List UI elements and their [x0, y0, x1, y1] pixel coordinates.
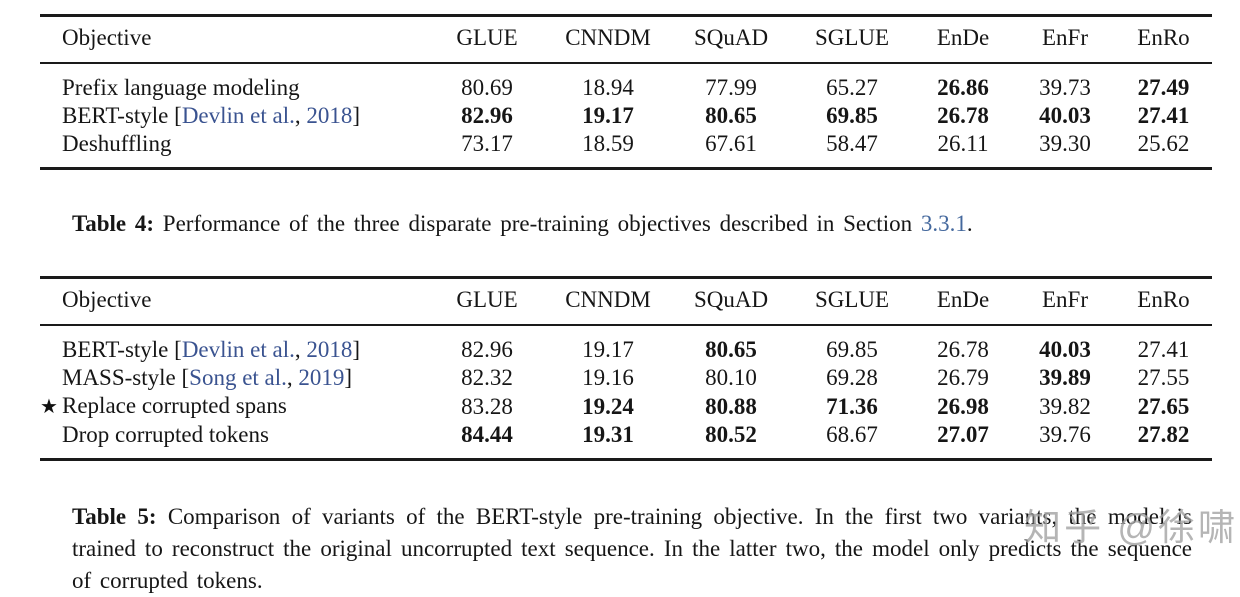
- metric-cell: 80.88: [705, 393, 757, 419]
- metric-cell: 27.82: [1137, 422, 1190, 447]
- metric-cell: 80.69: [461, 75, 513, 100]
- metric-cell: 83.28: [461, 393, 513, 419]
- column-header-enfr: EnFr: [1015, 277, 1115, 326]
- column-header-cnndm: CNNDM: [547, 277, 669, 326]
- column-header-objective: Objective: [40, 15, 427, 64]
- metric-cell: 39.30: [1039, 131, 1091, 156]
- metric-cell: 19.16: [582, 365, 634, 390]
- column-header-cnndm: CNNDM: [547, 15, 669, 64]
- column-header-objective: Objective: [40, 277, 427, 326]
- column-header-ende: EnDe: [911, 15, 1015, 64]
- metric-cell: 19.24: [582, 393, 634, 419]
- metric-cell: 39.76: [1039, 422, 1091, 447]
- metric-cell: 19.31: [582, 422, 634, 447]
- section-link[interactable]: 3.3.1: [920, 211, 967, 236]
- metric-cell: 67.61: [705, 131, 757, 156]
- metric-cell: 40.03: [1039, 103, 1091, 128]
- table-4-header-row: Objective GLUE CNNDM SQuAD SGLUE EnDe EnFr EnRo: [40, 15, 1212, 64]
- objective-cell: Drop corrupted tokens: [62, 422, 269, 447]
- objective-cell: Prefix language modeling: [62, 75, 300, 100]
- citation-author-link[interactable]: Song et al.: [189, 365, 287, 390]
- metric-cell: 40.03: [1039, 337, 1091, 362]
- table-5-header-row: Objective GLUE CNNDM SQuAD SGLUE EnDe EnFr EnRo: [40, 277, 1212, 326]
- citation-year-link[interactable]: 2018: [306, 103, 353, 128]
- table-4-caption-label: Table 4:: [72, 211, 155, 236]
- metric-cell: 27.41: [1137, 103, 1190, 128]
- metric-cell: 68.67: [826, 422, 878, 447]
- objective-cell: ★ Replace corrupted spans: [40, 392, 427, 421]
- column-header-squad: SQuAD: [669, 277, 793, 326]
- table-row: BERT-style [Devlin et al., 2018] 82.96 19.…: [40, 325, 1212, 364]
- metric-cell: 84.44: [461, 422, 513, 447]
- metric-cell: 80.65: [705, 103, 757, 128]
- metric-cell: 26.79: [937, 365, 989, 390]
- metric-cell: 19.17: [582, 103, 634, 128]
- table-row: ★ Replace corrupted spans 83.28 19.24 80.88 7…: [40, 392, 1212, 421]
- metric-cell: 39.82: [1039, 393, 1091, 419]
- metric-cell: 39.89: [1039, 365, 1091, 390]
- metric-cell: 26.11: [937, 131, 989, 156]
- metric-cell: 19.17: [582, 337, 634, 362]
- star-icon: ★: [40, 396, 58, 418]
- citation-author-link[interactable]: Devlin et al.: [181, 337, 295, 362]
- table-4-caption-period: .: [966, 211, 973, 236]
- metric-cell: 25.62: [1137, 131, 1190, 156]
- zhihu-watermark: 知乎 @徐啸: [1024, 507, 1238, 548]
- metric-cell: 18.59: [582, 131, 634, 156]
- metric-cell: 27.41: [1137, 337, 1190, 362]
- metric-cell: 58.47: [826, 131, 878, 156]
- metric-cell: 27.07: [937, 422, 989, 447]
- metric-cell: 77.99: [705, 75, 757, 100]
- column-header-glue: GLUE: [427, 15, 547, 64]
- metric-cell: 27.55: [1137, 365, 1190, 390]
- metric-cell: 39.73: [1039, 75, 1091, 100]
- metric-cell: 26.98: [937, 393, 989, 419]
- citation-author-link[interactable]: Devlin et al.: [181, 103, 295, 128]
- metric-cell: 65.27: [826, 75, 878, 100]
- metric-cell: 69.85: [826, 337, 878, 362]
- column-header-sglue: SGLUE: [793, 277, 911, 326]
- metric-cell: 69.85: [826, 103, 878, 128]
- metric-cell: 26.78: [937, 103, 989, 128]
- column-header-glue: GLUE: [427, 277, 547, 326]
- table-5: Objective GLUE CNNDM SQuAD SGLUE EnDe EnFr EnRo…: [40, 276, 1212, 461]
- column-header-enro: EnRo: [1115, 15, 1212, 64]
- metric-cell: 26.78: [937, 337, 989, 362]
- metric-cell: 26.86: [937, 75, 989, 100]
- metric-cell: 82.96: [461, 103, 513, 128]
- column-header-enfr: EnFr: [1015, 15, 1115, 64]
- column-header-sglue: SGLUE: [793, 15, 911, 64]
- table-4-caption-text: Performance of the three disparate pre-t…: [154, 211, 921, 236]
- page-content: Objective GLUE CNNDM SQuAD SGLUE EnDe EnFr EnRo…: [40, 14, 1212, 597]
- metric-cell: 80.10: [705, 365, 757, 390]
- citation-year-link[interactable]: 2019: [298, 365, 345, 390]
- citation-year-link[interactable]: 2018: [306, 337, 353, 362]
- metric-cell: 71.36: [826, 393, 878, 419]
- table-4-caption: Table 4: Performance of the three dispar…: [72, 208, 1192, 240]
- metric-cell: 27.49: [1137, 75, 1190, 100]
- metric-cell: 73.17: [461, 131, 513, 156]
- metric-cell: 80.65: [705, 337, 757, 362]
- metric-cell: 27.65: [1137, 393, 1190, 419]
- table-5-caption-label: Table 5:: [72, 504, 157, 529]
- metric-cell: 69.28: [826, 365, 878, 390]
- objective-cell: Deshuffling: [62, 131, 172, 156]
- objective-cell: BERT-style [Devlin et al., 2018]: [62, 103, 361, 128]
- column-header-enro: EnRo: [1115, 277, 1212, 326]
- table-4: Objective GLUE CNNDM SQuAD SGLUE EnDe EnFr EnRo…: [40, 14, 1212, 170]
- objective-cell: MASS-style [Song et al., 2019]: [62, 365, 353, 390]
- metric-cell: 82.32: [461, 365, 513, 390]
- table-row: MASS-style [Song et al., 2019] 82.32 19.16…: [40, 364, 1212, 392]
- table-row: Drop corrupted tokens 84.44 19.31 80.52 68.6…: [40, 421, 1212, 460]
- table-row: Deshuffling 73.17 18.59 67.61 58.47 26.11 39.3…: [40, 130, 1212, 169]
- table-row: Prefix language modeling 80.69 18.94 77.99 6…: [40, 63, 1212, 102]
- objective-cell: BERT-style [Devlin et al., 2018]: [62, 337, 361, 362]
- column-header-squad: SQuAD: [669, 15, 793, 64]
- metric-cell: 80.52: [705, 422, 757, 447]
- table-row: BERT-style [Devlin et al., 2018] 82.96 19.…: [40, 102, 1212, 130]
- metric-cell: 82.96: [461, 337, 513, 362]
- column-header-ende: EnDe: [911, 277, 1015, 326]
- metric-cell: 18.94: [582, 75, 634, 100]
